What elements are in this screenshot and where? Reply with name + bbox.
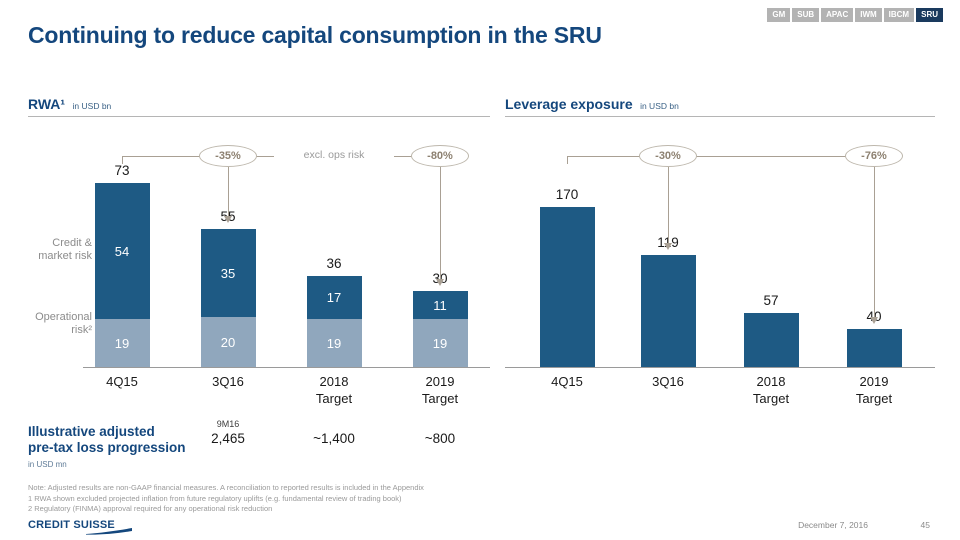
bar-segment: 17 [306,276,362,319]
bar-segment [640,255,696,367]
bar-segment-value: 11 [433,297,447,313]
category-label: 3Q16 [652,374,684,389]
annotation-line [567,156,874,157]
bar-total-value: 73 [114,163,130,178]
footnote-line: 1 RWA shown excluded projected inflation… [28,493,402,503]
arrow-down [668,167,669,243]
bar-segment [743,313,799,367]
page-title: Continuing to reduce capital consumption… [28,22,602,48]
reduction-badge: -76% [845,145,903,167]
arrow-head-icon [436,279,444,286]
bar-segment-value: 54 [114,243,130,259]
bar-segment: 19 [306,319,362,367]
loss-period-label: 9M16 [216,419,240,429]
slide-date: December 7, 2016 [798,520,868,530]
arrow-down [440,167,441,279]
bar-total-value: 36 [326,256,342,271]
logo-swoosh-icon [86,528,132,535]
axis-baseline [83,367,490,368]
category-label: 2019 Target [855,374,893,406]
axis-baseline [505,367,935,368]
rwa-chart-header: RWA¹ in USD bn [28,96,111,114]
leverage-chart-title: Leverage exposure [505,96,633,112]
footnotes: Note: Adjusted results are non-GAAP fina… [28,483,424,515]
annotation-note: excl. ops risk [274,149,394,161]
leverage-header-rule [505,116,935,117]
division-tab-sub[interactable]: SUB [792,8,820,22]
bar-segment [846,329,902,367]
rwa-header-rule [28,116,490,117]
bar-segment: 19 [94,319,150,367]
bar-segment-value: 20 [220,334,236,350]
arrow-down [874,167,875,317]
reduction-badge: -30% [639,145,697,167]
bar-total-value: 57 [763,293,779,308]
division-tab-gm[interactable]: GM [767,8,791,22]
annotation-tick [567,156,568,164]
bar-segment-value: 17 [326,290,342,305]
bar-segment-value: 19 [114,335,130,351]
rwa-chart-title: RWA¹ [28,96,66,112]
bar-segment: 19 [412,319,468,367]
series-label-operational-risk: Operational risk² [35,311,92,337]
bar-segment-value: 19 [432,335,448,351]
division-tab-ibcm[interactable]: IBCM [883,8,915,22]
logo-text: CREDIT SUISSE [28,519,115,531]
bar-segment: 20 [200,317,256,367]
division-tab-sru[interactable]: SRU [916,8,943,22]
loss-value-2018-target: ~1,400 [313,431,355,446]
arrow-head-icon [224,216,232,223]
division-tab-iwm[interactable]: IWM [855,8,882,22]
loss-progression-section: Illustrative adjusted pre-tax loss progr… [0,418,960,480]
category-label: 3Q16 [212,374,244,389]
division-tab-apac[interactable]: APAC [821,8,854,22]
loss-progression-label: Illustrative adjusted pre-tax loss progr… [28,424,186,456]
category-label: 4Q15 [551,374,583,389]
bar-total-value: 170 [555,187,579,202]
reduction-badge: -35% [199,145,257,167]
arrow-head-icon [870,317,878,324]
series-label-credit-market-risk: Credit & market risk [38,237,92,263]
credit-suisse-logo: CREDIT SUISSE [28,515,138,535]
page-number: 45 [920,520,930,530]
footnote-line: Note: Adjusted results are non-GAAP fina… [28,483,424,492]
loss-value-9m16: 2,465 [211,431,245,446]
annotation-tick [122,156,123,164]
footnote-line: 2 Regulatory (FINMA) approval required f… [28,504,273,513]
bar-segment: 11 [412,291,468,319]
category-label: 2018 Target [752,374,790,406]
bar-segment-value: 19 [326,335,342,351]
rwa-chart: RWA¹ in USD bn 19 54 73 4Q15 20 35 55 3Q16 19 17 3… [28,96,490,418]
bar-segment-value: 35 [220,265,236,281]
bar-segment [539,207,595,367]
arrow-head-icon [664,243,672,250]
category-label: 4Q15 [106,374,138,389]
arrow-down [228,167,229,216]
loss-progression-unit: in USD mn [28,460,67,469]
rwa-chart-unit: in USD bn [72,101,112,111]
division-tabs: GM SUB APAC IWM IBCM SRU [767,8,943,22]
category-label: 2019 Target [421,374,459,406]
leverage-chart-unit: in USD bn [640,101,679,111]
category-label: 2018 Target [315,374,353,406]
bar-segment: 54 [94,183,150,319]
reduction-badge: -80% [411,145,469,167]
loss-value-2019-target: ~800 [424,431,456,446]
bar-segment: 35 [200,229,256,317]
leverage-chart: Leverage exposure in USD bn 170 4Q15 119 3Q… [505,96,935,418]
leverage-chart-header: Leverage exposure in USD bn [505,96,679,114]
